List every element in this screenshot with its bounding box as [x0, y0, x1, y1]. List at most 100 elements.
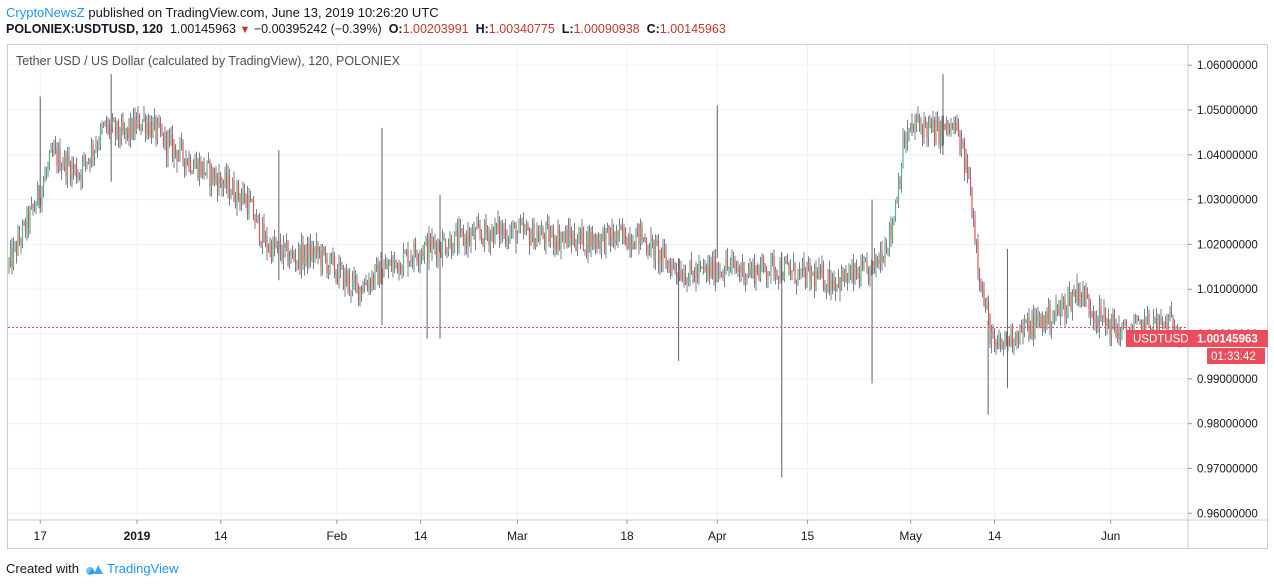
candle-up: [474, 229, 477, 240]
candle-up: [107, 124, 109, 129]
candle-up: [1031, 315, 1033, 332]
candle-down: [1134, 322, 1137, 324]
candle-down: [584, 250, 586, 252]
candle-down: [324, 252, 327, 259]
tradingview-cloud-icon: [83, 562, 105, 579]
candle-down: [32, 204, 34, 208]
candle-up: [1071, 294, 1074, 310]
candle-up: [135, 120, 138, 132]
candle-up: [1053, 314, 1056, 318]
candle-down: [663, 246, 666, 255]
candle-up: [723, 273, 726, 278]
candle-up: [57, 148, 60, 166]
candle-down: [323, 246, 325, 253]
candle-down: [987, 304, 990, 315]
candle-down: [975, 241, 978, 244]
candle-down: [660, 250, 663, 262]
candle-down: [366, 285, 369, 289]
candle-up: [873, 254, 876, 267]
candle-up: [939, 121, 942, 145]
candle-up: [50, 149, 52, 153]
candle-down: [1046, 311, 1048, 325]
open-value: 1.00203991: [402, 22, 469, 36]
candle-up: [170, 134, 172, 139]
candle-up: [375, 263, 378, 266]
candle-down: [468, 232, 471, 243]
candle-up: [927, 123, 930, 138]
candle-down: [1008, 338, 1011, 346]
candle-up: [654, 240, 657, 260]
candle-down: [485, 221, 487, 234]
candle-up: [1052, 317, 1054, 325]
candle-down: [443, 236, 445, 241]
candle-up: [464, 236, 466, 246]
candle-up: [836, 284, 838, 291]
candle-down: [980, 281, 982, 293]
candle-up: [672, 262, 675, 264]
candle-up: [101, 126, 103, 128]
candle-up: [36, 186, 39, 206]
candle-down: [350, 290, 352, 292]
candle-down: [966, 156, 969, 179]
candle-up: [615, 230, 618, 243]
candle-down: [372, 275, 375, 284]
candle-up: [201, 161, 204, 176]
candle-down: [260, 242, 262, 245]
candle-down: [951, 123, 954, 129]
candle-down: [354, 276, 357, 283]
candle-up: [245, 196, 247, 204]
candle-up: [594, 236, 597, 245]
candle-down: [461, 228, 463, 232]
candle-down: [233, 180, 235, 201]
candle-up: [185, 159, 187, 169]
candle-up: [950, 123, 952, 133]
candle-down: [569, 228, 571, 237]
candle-up: [882, 260, 885, 263]
candle-up: [129, 118, 132, 138]
candle-down: [543, 236, 546, 244]
candle-down: [762, 256, 765, 265]
candle-up: [146, 122, 148, 134]
candle-down: [386, 264, 388, 270]
candle-down: [596, 236, 598, 248]
candle-up: [689, 261, 691, 278]
candle-up: [639, 226, 642, 244]
candle-down: [504, 229, 507, 244]
x-tick-label: May: [899, 529, 922, 543]
candle-down: [27, 211, 30, 228]
candle-down: [921, 124, 924, 138]
candle-up: [137, 115, 139, 121]
candle-up: [389, 260, 391, 266]
candle-up: [894, 202, 897, 218]
candle-up: [905, 142, 907, 147]
candle-down: [342, 265, 345, 289]
candle-up: [807, 263, 810, 267]
candle-up: [45, 171, 48, 175]
candle-up: [870, 261, 873, 266]
chart-panel[interactable]: [7, 44, 1268, 549]
candle-down: [647, 250, 649, 253]
candle-down: [440, 250, 442, 257]
candle-down: [996, 342, 999, 348]
candle-down: [450, 237, 453, 254]
candle-down: [480, 234, 483, 239]
candle-down: [621, 228, 624, 236]
high-label: H:: [475, 22, 489, 36]
author-name[interactable]: CryptoNewsZ: [6, 5, 85, 20]
candle-down: [1172, 317, 1174, 331]
candle-up: [141, 119, 144, 129]
candle-down: [84, 155, 87, 162]
close-label: C:: [646, 22, 660, 36]
candle-down: [477, 223, 480, 228]
x-tick-label: 15: [801, 529, 815, 543]
price-axis: 1.06000000 1.05000000 1.04000000 1.03000000…: [1188, 60, 1258, 520]
tradingview-brand-link[interactable]: TradingView: [106, 561, 179, 576]
candle-up: [29, 208, 31, 228]
candle-up: [419, 255, 421, 263]
candle-down: [648, 252, 651, 256]
candle-down: [537, 233, 540, 242]
candle-up: [981, 288, 984, 293]
candle-up: [48, 152, 51, 165]
candle-up: [288, 260, 291, 265]
